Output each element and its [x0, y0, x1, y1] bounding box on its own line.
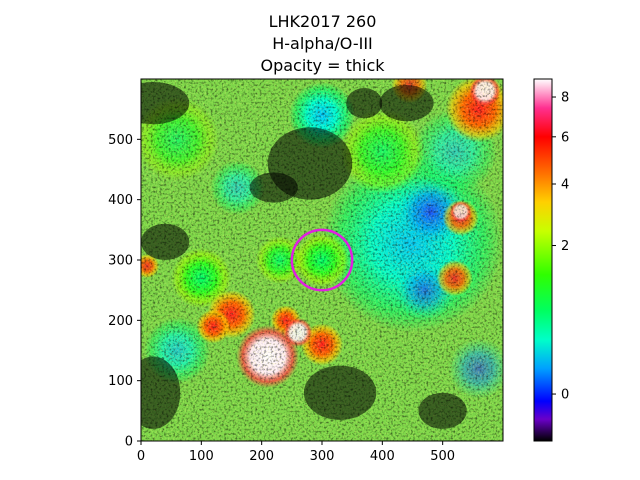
y-tick-label: 400: [108, 193, 133, 208]
heatmap-dark-patch: [346, 88, 383, 119]
heatmap-dark-patch: [141, 223, 190, 260]
annotation-circle: [290, 228, 354, 292]
y-tick-label: 300: [108, 254, 133, 269]
x-axis: 0 100 200 300 400 500: [137, 441, 455, 464]
colorbar-axis: 0 2 4 6 8: [552, 91, 569, 403]
colorbar-tick-label: 6: [561, 130, 569, 145]
heatmap-dark-patch: [141, 356, 181, 429]
y-tick-label: 500: [108, 133, 133, 148]
heatmap-image: [141, 79, 503, 441]
heatmap-dark-patch: [249, 172, 298, 203]
chart-title-line-3: Opacity = thick: [260, 56, 385, 75]
y-tick-label: 200: [108, 314, 133, 329]
colorbar: [533, 78, 553, 442]
heatmap-dark-patch: [141, 82, 190, 125]
x-tick-label: 200: [249, 449, 274, 464]
heatmap-dark-patch: [303, 365, 377, 420]
x-tick-label: 100: [189, 449, 214, 464]
colorbar-tick-label: 2: [561, 239, 569, 254]
x-tick-label: 400: [370, 449, 395, 464]
x-tick-label: 500: [430, 449, 455, 464]
colorbar-tick-label: 8: [561, 91, 569, 106]
heatmap-dark-patch: [379, 85, 434, 122]
heatmap-dark-patch: [418, 392, 467, 429]
colorbar-tick-label: 4: [561, 178, 569, 193]
x-tick-label: 300: [310, 449, 335, 464]
y-axis: 0 100 200 300 400 500: [108, 133, 141, 450]
colorbar-tick-label: 0: [561, 388, 569, 403]
chart-title-line-1: LHK2017 260: [268, 12, 377, 31]
x-tick-label: 0: [137, 449, 145, 464]
y-tick-label: 0: [125, 435, 133, 450]
chart-title-line-2: H-alpha/O-III: [272, 34, 373, 53]
y-tick-label: 100: [108, 374, 133, 389]
